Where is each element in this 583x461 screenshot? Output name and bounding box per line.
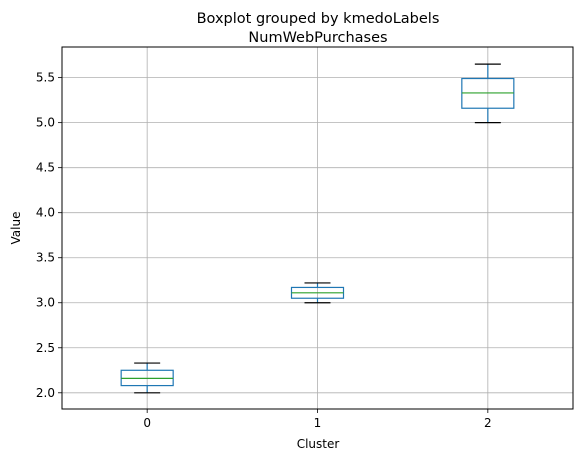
box-cluster-2 — [461, 63, 515, 124]
chart-suptitle: Boxplot grouped by kmedoLabels — [197, 11, 440, 27]
ticks: 2.0 2.5 3.0 3.5 4.0 4.5 5.0 5.5 0 1 2 — [36, 71, 492, 430]
y-tick-label: 2.0 — [36, 386, 55, 400]
grid-lines — [62, 47, 573, 409]
y-tick-label: 5.0 — [36, 116, 55, 130]
y-axis-label: Value — [9, 212, 23, 245]
x-tick-label: 0 — [143, 416, 151, 430]
y-tick-label: 5.5 — [36, 71, 55, 85]
boxes — [120, 63, 515, 394]
y-tick-label: 4.5 — [36, 161, 55, 175]
x-axis-label: Cluster — [297, 437, 340, 451]
x-tick-label: 1 — [314, 416, 322, 430]
box-cluster-1 — [290, 282, 345, 304]
box-cluster-0 — [120, 362, 174, 394]
y-tick-label: 2.5 — [36, 341, 55, 355]
chart-title: NumWebPurchases — [248, 30, 387, 46]
y-tick-label: 3.0 — [36, 296, 55, 310]
y-tick-label: 3.5 — [36, 251, 55, 265]
x-tick-label: 2 — [484, 416, 492, 430]
y-tick-label: 4.0 — [36, 206, 55, 220]
